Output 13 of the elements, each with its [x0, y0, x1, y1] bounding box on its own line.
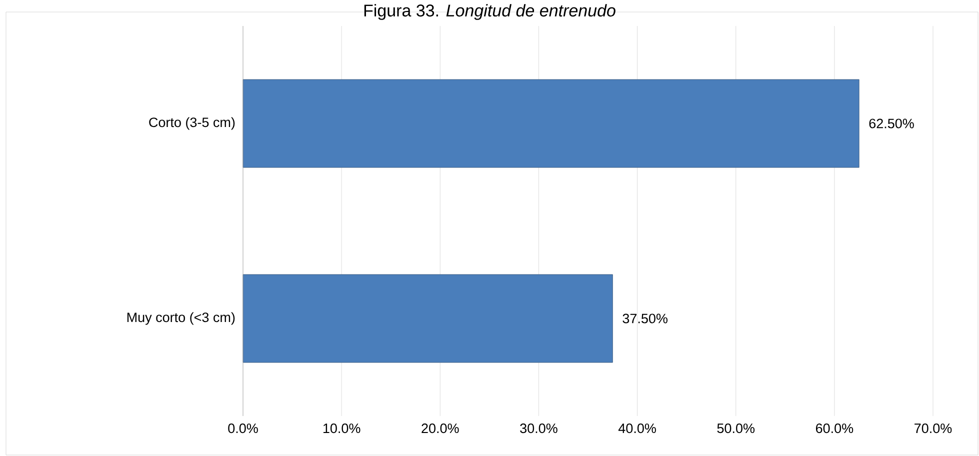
data-label: 37.50%: [622, 314, 668, 324]
x-tick-label: 20.0%: [422, 424, 459, 434]
x-tick-label: 40.0%: [618, 424, 656, 434]
y-tick-label: Muy corto (<3 cm): [127, 312, 235, 325]
x-tick-label: 70.0%: [914, 424, 952, 434]
chart-title: Figura 33. Longitud de entrenudo: [364, 4, 616, 20]
x-tick-label: 50.0%: [717, 424, 755, 434]
y-tick-label: Corto (3-5 cm): [149, 117, 235, 130]
x-tick-label: 0.0%: [228, 424, 258, 434]
data-label: 62.50%: [869, 118, 914, 128]
x-tick-label: 10.0%: [323, 424, 360, 434]
x-tick-label: 60.0%: [816, 424, 854, 434]
x-tick-label: 30.0%: [520, 424, 558, 434]
